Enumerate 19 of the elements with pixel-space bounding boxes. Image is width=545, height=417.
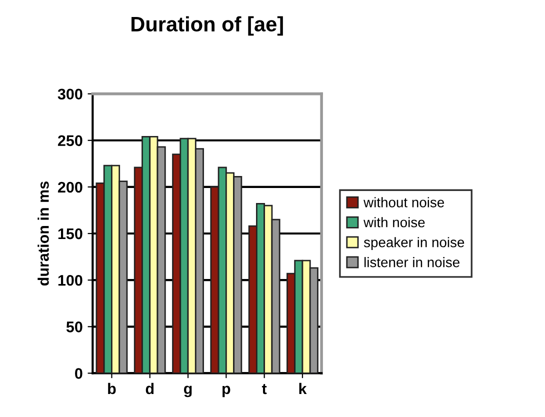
- y-tick-label: 150: [58, 228, 82, 240]
- x-tick-label: d: [146, 382, 154, 394]
- x-tick-label: k: [299, 382, 307, 394]
- x-tick-label: b: [108, 382, 116, 394]
- chart-title: Duration of [ae]: [132, 16, 283, 36]
- y-tick-label: 0: [75, 368, 82, 379]
- y-tick-label: 250: [58, 135, 82, 146]
- legend-label: listener in noise: [364, 257, 460, 268]
- x-tick-label: t: [262, 384, 267, 394]
- x-tick-label: g: [184, 386, 192, 398]
- legend-label: without noise: [364, 197, 444, 208]
- y-tick-label: 200: [58, 182, 82, 193]
- y-tick-label: 100: [58, 274, 82, 286]
- legend-label: speaker in noise: [364, 237, 464, 250]
- y-tick-label: 50: [66, 322, 82, 332]
- legend-label: with noise: [364, 217, 425, 228]
- y-tick-label: 300: [58, 88, 82, 100]
- x-tick-label: p: [222, 386, 230, 398]
- y-axis-title: duration in ms: [38, 182, 49, 286]
